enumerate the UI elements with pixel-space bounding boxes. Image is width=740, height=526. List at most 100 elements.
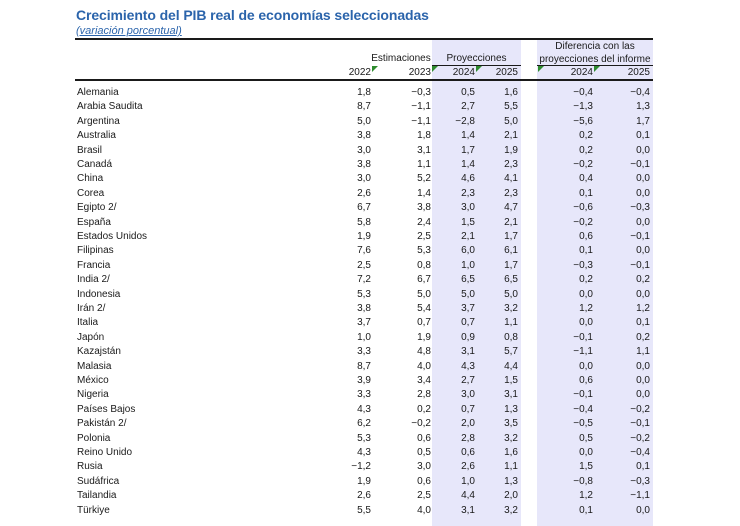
val-2024-proj: 3,1 (461, 504, 475, 516)
val-2024-diff: 0,1 (579, 187, 593, 199)
val-2024-diff: −0,4 (573, 403, 593, 415)
val-2024-proj: 0,7 (461, 317, 475, 329)
comment-marker-icon[interactable] (372, 66, 378, 72)
val-2025-proj: 2,1 (504, 216, 518, 228)
val-2023: 4,0 (417, 504, 431, 516)
country-name: Egipto 2/ (77, 202, 117, 214)
val-2024-proj: 0,9 (461, 331, 475, 343)
val-2024-diff: 0,2 (579, 144, 593, 156)
val-2023: 2,5 (417, 231, 431, 242)
val-2022: 1,8 (357, 87, 371, 98)
country-name: Indonesia (77, 288, 121, 300)
val-2025-proj: 1,1 (504, 461, 518, 473)
val-2023: −1,1 (411, 101, 431, 113)
val-2024-diff: 1,5 (579, 461, 593, 473)
country-name: Brasil (77, 144, 103, 156)
val-2025-proj: 5,5 (504, 101, 518, 113)
table-row: Türkiye 5,5 4,0 3,1 3,2 0,1 0,0 (0, 504, 740, 518)
comment-marker-icon[interactable] (538, 66, 544, 72)
val-2023: 3,1 (417, 144, 431, 156)
difference-rule (537, 65, 653, 66)
val-2024-proj: 4,3 (461, 360, 475, 372)
val-2025-proj: 4,7 (504, 202, 518, 214)
val-2025-diff: 0,0 (636, 360, 650, 372)
val-2024-proj: 2,0 (461, 418, 475, 430)
val-2023: 0,8 (417, 259, 431, 271)
col-header-2023: 2023 (408, 67, 431, 78)
table-row: Japón 1,0 1,9 0,9 0,8 −0,1 0,2 (0, 331, 740, 345)
country-name: Nigeria (77, 389, 109, 401)
val-2022: 6,2 (357, 418, 371, 430)
country-name: Australia (77, 130, 116, 142)
val-2022: 6,7 (357, 202, 371, 214)
comment-marker-icon[interactable] (476, 66, 482, 72)
val-2025-diff: 0,2 (636, 331, 650, 343)
val-2025-proj: 3,2 (504, 303, 518, 314)
val-2024-diff: 0,2 (579, 274, 593, 286)
val-2024-proj: 3,0 (461, 389, 475, 401)
val-2025-proj: 2,3 (504, 159, 518, 170)
val-2024-diff: 0,0 (579, 360, 593, 372)
table-row: Países Bajos 4,3 0,2 0,7 1,3 −0,4 −0,2 (0, 403, 740, 417)
val-2023: 3,0 (417, 461, 431, 473)
val-2022: 5,8 (357, 216, 371, 228)
country-name: Polonia (77, 432, 111, 444)
table-row: Australia 3,8 1,8 1,4 2,1 0,2 0,1 (0, 129, 740, 143)
val-2023: 2,4 (417, 216, 431, 228)
group-header-estimaciones: Estimaciones (371, 53, 431, 64)
val-2025-diff: −0,1 (630, 159, 650, 170)
val-2023: −1,1 (411, 115, 431, 127)
val-2025-proj: 3,2 (504, 432, 518, 444)
val-2023: 2,8 (417, 389, 431, 401)
val-2025-diff: −0,2 (630, 403, 650, 415)
val-2024-proj: 1,4 (461, 159, 475, 170)
val-2023: 0,2 (417, 403, 431, 415)
table-row: Italia 3,7 0,7 0,7 1,1 0,0 0,1 (0, 316, 740, 330)
val-2023: 5,0 (417, 288, 431, 300)
page-title: Crecimiento del PIB real de economías se… (76, 7, 429, 23)
val-2025-proj: 1,6 (504, 447, 518, 458)
table-row: Irán 2/3,8 5,4 3,7 3,2 1,2 1,2 (0, 302, 740, 316)
country-name: Reino Unido (77, 447, 133, 458)
table-row: Brasil 3,0 3,1 1,7 1,9 0,2 0,0 (0, 144, 740, 158)
country-name: Filipinas (77, 245, 114, 257)
table-row: Malasia 8,7 4,0 4,3 4,4 0,0 0,0 (0, 360, 740, 374)
col-header-2025-proj: 2025 (495, 67, 518, 78)
table-row: Kazajstán 3,3 4,8 3,1 5,7 −1,1 1,1 (0, 345, 740, 359)
comment-marker-icon[interactable] (594, 66, 600, 72)
val-2025-diff: 0,0 (636, 504, 650, 516)
val-2024-diff: −0,4 (573, 87, 593, 98)
val-2023: 1,1 (417, 159, 431, 170)
table-row: India 2/7,2 6,7 6,5 6,5 0,2 0,2 (0, 273, 740, 287)
val-2022: 2,6 (357, 490, 371, 502)
table-row: Rusia −1,2 3,0 2,6 1,1 1,5 0,1 (0, 460, 740, 474)
country-name: Tailandia (77, 490, 117, 502)
country-name: Canadá (77, 159, 113, 170)
val-2022: 3,3 (357, 346, 371, 358)
val-2024-proj: 3,0 (461, 202, 475, 214)
val-2024-proj: −2,8 (455, 115, 475, 127)
val-2024-proj: 4,6 (461, 173, 475, 185)
country-name: Pakistán 2/ (77, 418, 127, 430)
top-rule (75, 38, 653, 40)
table-row: Francia 2,5 0,8 1,0 1,7 −0,3 −0,1 (0, 259, 740, 273)
val-2022: 3,8 (357, 130, 371, 142)
val-2025-proj: 2,1 (504, 130, 518, 142)
val-2024-proj: 0,7 (461, 403, 475, 415)
country-name: Türkiye (77, 504, 110, 516)
val-2023: 0,6 (417, 475, 431, 487)
comment-marker-icon[interactable] (432, 66, 438, 72)
table-row: Canadá 3,8 1,1 1,4 2,3 −0,2 −0,1 (0, 158, 740, 172)
val-2024-proj: 2,6 (461, 461, 475, 473)
difference-shading (537, 38, 653, 526)
val-2022: 3,0 (357, 144, 371, 156)
val-2022: 2,6 (357, 187, 371, 199)
val-2025-proj: 6,5 (504, 274, 518, 286)
val-2023: −0,2 (411, 418, 431, 430)
val-2024-diff: 1,2 (579, 303, 593, 314)
val-2025-diff: 0,0 (636, 187, 650, 199)
val-2024-diff: −0,2 (573, 216, 593, 228)
country-name: Rusia (77, 461, 103, 473)
val-2022: 8,7 (357, 360, 371, 372)
val-2025-diff: −0,2 (630, 432, 650, 444)
